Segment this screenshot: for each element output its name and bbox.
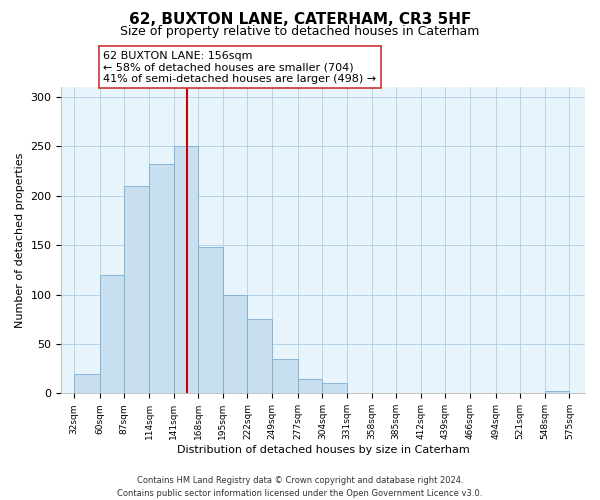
Bar (100, 275, 124, 394)
Text: 62 BUXTON LANE: 156sqm
← 58% of detached houses are smaller (704)
41% of semi-de: 62 BUXTON LANE: 156sqm ← 58% of detached… (103, 51, 376, 84)
X-axis label: Distribution of detached houses by size in Caterham: Distribution of detached houses by size … (177, 445, 470, 455)
Bar (198, 247, 223, 394)
Bar (272, 359, 298, 394)
Bar (74, 374, 100, 394)
Text: Contains HM Land Registry data © Crown copyright and database right 2024.
Contai: Contains HM Land Registry data © Crown c… (118, 476, 482, 498)
Y-axis label: Number of detached properties: Number of detached properties (15, 152, 25, 328)
Text: 62, BUXTON LANE, CATERHAM, CR3 5HF: 62, BUXTON LANE, CATERHAM, CR3 5HF (129, 12, 471, 28)
Bar (124, 186, 149, 394)
Bar (247, 319, 272, 394)
Bar (322, 384, 347, 394)
Text: Size of property relative to detached houses in Caterham: Size of property relative to detached ho… (121, 25, 479, 38)
Bar (149, 164, 173, 394)
Bar (223, 294, 247, 394)
Bar (545, 392, 569, 394)
Bar (173, 146, 198, 394)
Bar (298, 378, 322, 394)
